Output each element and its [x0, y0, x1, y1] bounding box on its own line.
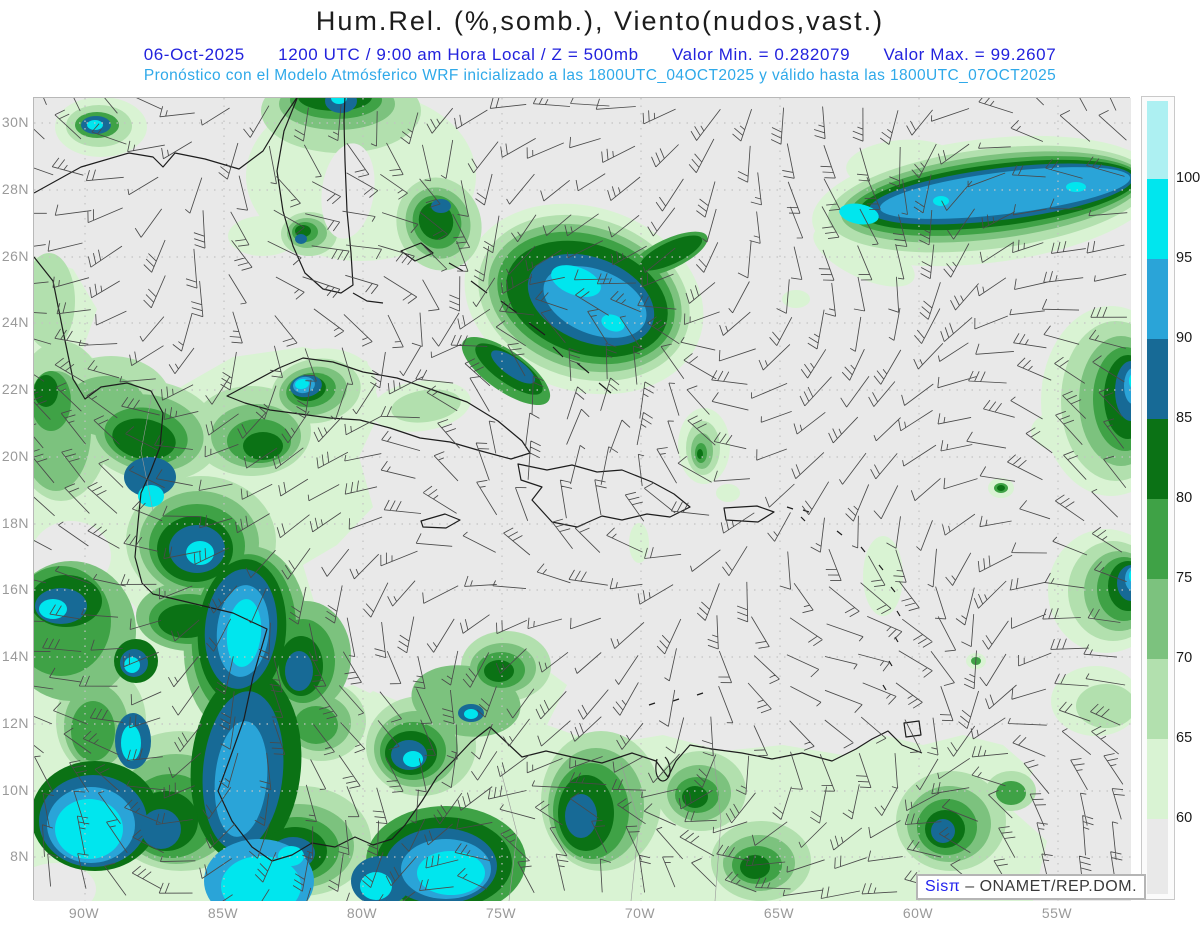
lat-tick-18N: 18N	[1, 515, 29, 531]
sispi-logo: Sisπ	[925, 878, 961, 895]
lat-tick-26N: 26N	[1, 248, 29, 264]
colorbar-segment-6	[1147, 579, 1168, 659]
colorbar-segment-9	[1147, 819, 1168, 894]
lon-tick-75W: 75W	[485, 905, 517, 921]
colorbar-tick-100: 100	[1176, 170, 1200, 186]
colorbar-tick-80: 80	[1176, 490, 1193, 506]
colorbar-segment-0	[1147, 101, 1168, 179]
lon-tick-70W: 70W	[624, 905, 656, 921]
colorbar-tick-60: 60	[1176, 810, 1193, 826]
colorbar-segment-2	[1147, 259, 1168, 339]
valor-max: Valor Max. = 99.2607	[883, 45, 1057, 64]
lat-tick-10N: 10N	[1, 782, 29, 798]
subtitle-line: 06-Oct-2025 1200 UTC / 9:00 am Hora Loca…	[0, 45, 1200, 65]
colorbar-segment-3	[1147, 339, 1168, 419]
lon-tick-55W: 55W	[1041, 905, 1073, 921]
lat-tick-20N: 20N	[1, 448, 29, 464]
lat-tick-30N: 30N	[1, 114, 29, 130]
wind-barb-field	[34, 98, 1128, 901]
humidity-contours	[34, 98, 1131, 901]
lat-tick-8N: 8N	[10, 848, 29, 864]
lat-tick-14N: 14N	[1, 648, 29, 664]
colorbar-tick-85: 85	[1176, 410, 1193, 426]
forecast-time-level: 1200 UTC / 9:00 am Hora Local / Z = 500m…	[278, 45, 639, 64]
colorbar-tick-70: 70	[1176, 650, 1193, 666]
weather-map	[33, 97, 1131, 901]
forecast-date: 06-Oct-2025	[143, 45, 245, 64]
colorbar-segment-8	[1147, 739, 1168, 819]
lon-tick-90W: 90W	[68, 905, 100, 921]
lon-tick-60W: 60W	[902, 905, 934, 921]
valor-min: Valor Min. = 0.282079	[671, 45, 851, 64]
page-title: Hum.Rel. (%,somb.), Viento(nudos,vast.)	[315, 6, 885, 36]
lat-tick-22N: 22N	[1, 381, 29, 397]
wind-barbs	[34, 98, 1128, 901]
colorbar-tick-90: 90	[1176, 330, 1193, 346]
model-init-line: Pronóstico con el Modelo Atmósferico WRF…	[143, 67, 1057, 84]
colorbar-segment-5	[1147, 499, 1168, 579]
attribution-text: – ONAMET/REP.DOM.	[965, 878, 1138, 895]
lat-tick-24N: 24N	[1, 314, 29, 330]
lat-tick-12N: 12N	[1, 715, 29, 731]
colorbar	[1141, 96, 1175, 900]
colorbar-tick-95: 95	[1176, 250, 1193, 266]
colorbar-tick-65: 65	[1176, 730, 1193, 746]
map-canvas	[34, 98, 1131, 901]
colorbar-segment-4	[1147, 419, 1168, 499]
colorbar-segment-7	[1147, 659, 1168, 739]
lon-tick-85W: 85W	[207, 905, 239, 921]
attribution-box: Sisπ – ONAMET/REP.DOM.	[916, 874, 1147, 900]
lon-tick-65W: 65W	[763, 905, 795, 921]
lon-tick-80W: 80W	[346, 905, 378, 921]
lat-tick-16N: 16N	[1, 581, 29, 597]
colorbar-segments	[1147, 101, 1168, 894]
colorbar-tick-75: 75	[1176, 570, 1193, 586]
graticule	[34, 98, 1131, 901]
lat-tick-28N: 28N	[1, 181, 29, 197]
colorbar-segment-1	[1147, 179, 1168, 259]
